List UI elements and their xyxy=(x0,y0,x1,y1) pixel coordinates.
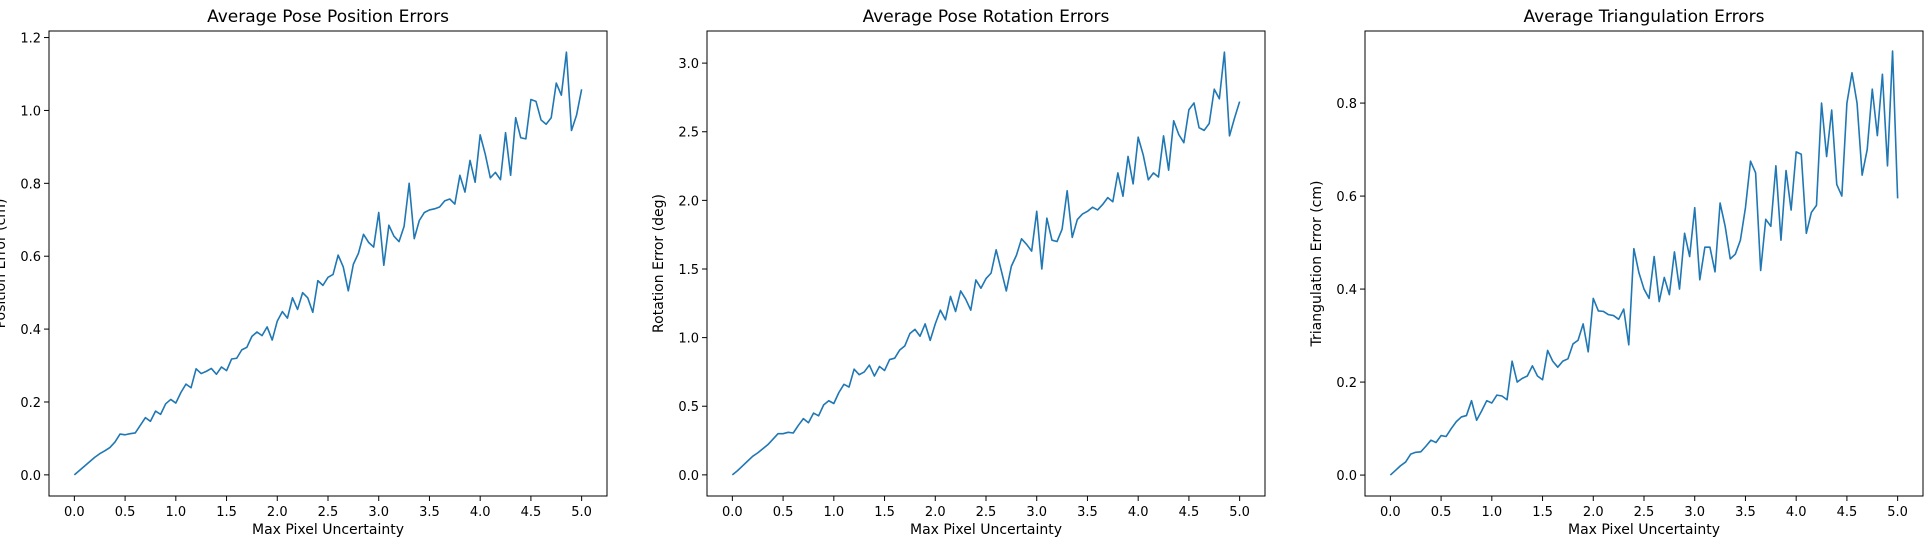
x-tick-label: 4.0 xyxy=(1128,505,1149,520)
chart-title: Average Triangulation Errors xyxy=(1524,7,1765,27)
y-tick-label: 0.4 xyxy=(20,323,41,338)
x-tick-label: 5.0 xyxy=(1887,505,1908,520)
y-tick-label: 0.0 xyxy=(20,469,41,484)
x-tick-label: 0.5 xyxy=(773,505,794,520)
y-axis-label: Triangulation Error (cm) xyxy=(1309,181,1325,348)
x-axis-label: Max Pixel Uncertainty xyxy=(252,522,404,538)
x-tick-label: 1.5 xyxy=(1532,505,1553,520)
chart-title: Average Pose Position Errors xyxy=(207,7,449,27)
y-tick-label: 0.5 xyxy=(678,400,699,415)
x-tick-label: 5.0 xyxy=(571,505,592,520)
x-tick-label: 3.5 xyxy=(1735,505,1756,520)
x-tick-label: 0.5 xyxy=(1431,505,1452,520)
x-tick-label: 2.5 xyxy=(318,505,339,520)
x-tick-label: 3.0 xyxy=(368,505,389,520)
x-tick-label: 0.0 xyxy=(64,505,85,520)
x-axis-label: Max Pixel Uncertainty xyxy=(910,522,1062,538)
x-tick-label: 3.0 xyxy=(1684,505,1705,520)
x-tick-label: 3.5 xyxy=(1077,505,1098,520)
x-tick-label: 0.0 xyxy=(722,505,743,520)
x-tick-label: 2.0 xyxy=(1583,505,1604,520)
y-tick-label: 0.6 xyxy=(1336,190,1357,205)
y-tick-label: 0.8 xyxy=(1336,97,1357,112)
y-tick-label: 0.0 xyxy=(678,469,699,484)
y-tick-label: 1.2 xyxy=(20,32,41,47)
y-tick-label: 0.4 xyxy=(1336,283,1357,298)
axes-frame xyxy=(1364,30,1924,497)
chart-title: Average Pose Rotation Errors xyxy=(863,7,1110,27)
x-tick-label: 1.0 xyxy=(823,505,844,520)
y-axis-label: Position Error (cm) xyxy=(0,199,9,329)
y-tick-label: 1.5 xyxy=(678,263,699,278)
x-tick-label: 1.0 xyxy=(165,505,186,520)
axes-frame xyxy=(48,30,608,497)
series-line xyxy=(731,51,1241,476)
x-tick-label: 3.0 xyxy=(1026,505,1047,520)
y-axis-label: Rotation Error (deg) xyxy=(651,194,667,333)
y-tick-label: 0.8 xyxy=(20,177,41,192)
y-tick-label: 1.0 xyxy=(678,332,699,347)
axes-frame xyxy=(706,30,1266,497)
x-tick-label: 5.0 xyxy=(1229,505,1250,520)
y-tick-label: 0.2 xyxy=(1336,376,1357,391)
x-tick-label: 0.5 xyxy=(115,505,136,520)
x-tick-label: 4.5 xyxy=(521,505,542,520)
subplot-position-errors: Average Pose Position Errors Max Pixel U… xyxy=(0,7,608,538)
x-tick-label: 1.0 xyxy=(1481,505,1502,520)
y-tick-label: 1.0 xyxy=(20,104,41,119)
subplot-triangulation-errors: Average Triangulation Errors Max Pixel U… xyxy=(1309,7,1924,538)
y-tick-label: 0.2 xyxy=(20,396,41,411)
subplot-rotation-errors: Average Pose Rotation Errors Max Pixel U… xyxy=(651,7,1266,538)
series-line xyxy=(1389,50,1899,476)
x-tick-label: 1.5 xyxy=(874,505,895,520)
x-tick-label: 4.0 xyxy=(470,505,491,520)
y-tick-label: 2.0 xyxy=(678,194,699,209)
series-line xyxy=(73,51,583,476)
x-tick-label: 0.0 xyxy=(1380,505,1401,520)
x-tick-label: 2.5 xyxy=(1634,505,1655,520)
x-tick-label: 4.0 xyxy=(1786,505,1807,520)
x-tick-label: 2.0 xyxy=(267,505,288,520)
x-axis-label: Max Pixel Uncertainty xyxy=(1568,522,1720,538)
y-tick-label: 2.5 xyxy=(678,126,699,141)
x-tick-label: 2.0 xyxy=(925,505,946,520)
y-tick-label: 0.0 xyxy=(1336,469,1357,484)
x-tick-label: 1.5 xyxy=(216,505,237,520)
x-tick-label: 3.5 xyxy=(419,505,440,520)
y-tick-label: 0.6 xyxy=(20,250,41,265)
x-tick-label: 4.5 xyxy=(1179,505,1200,520)
x-tick-label: 2.5 xyxy=(976,505,997,520)
x-tick-label: 4.5 xyxy=(1837,505,1858,520)
y-tick-label: 3.0 xyxy=(678,57,699,72)
